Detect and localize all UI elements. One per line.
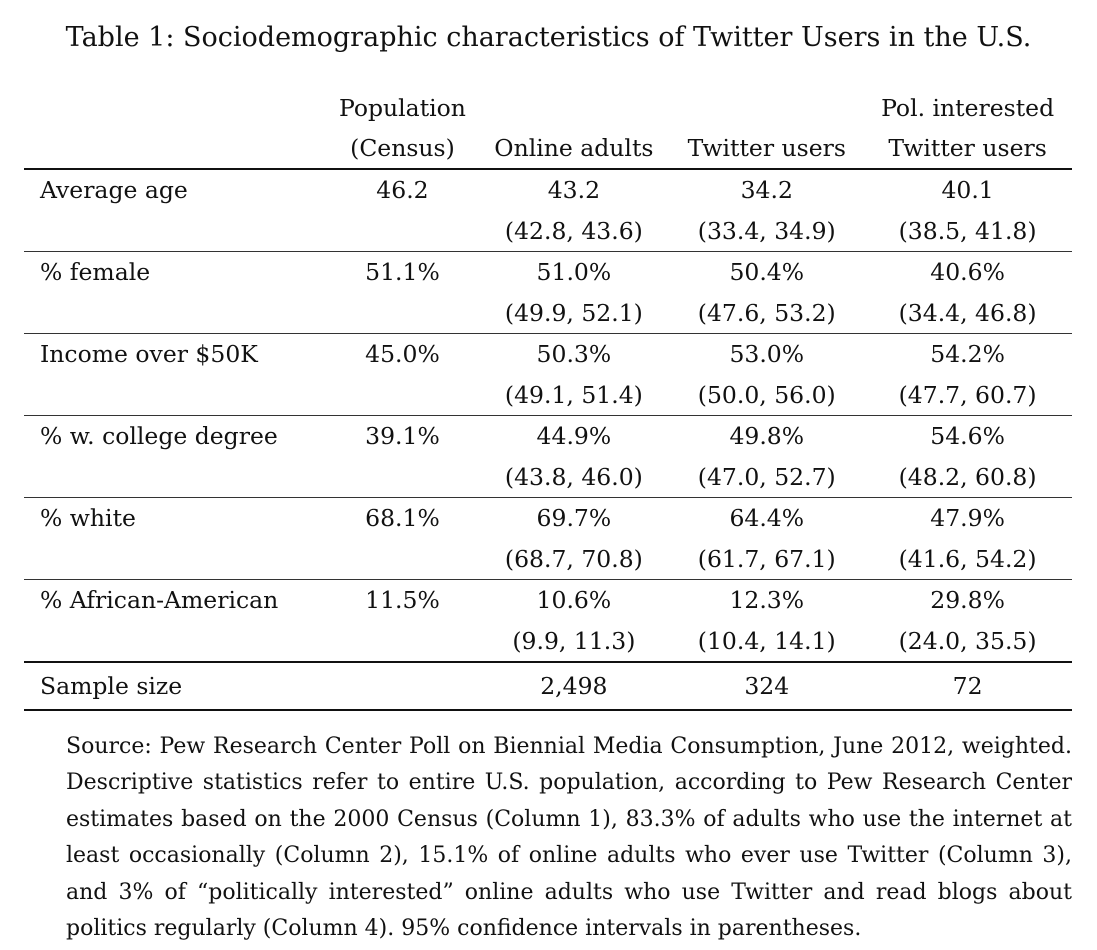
table-row-ci: (68.7, 70.8) (61.7, 67.1) (41.6, 54.2): [24, 538, 1072, 580]
online-ci: (9.9, 11.3): [477, 620, 671, 663]
online-ci: (49.1, 51.4): [477, 374, 671, 416]
table-row: % w. college degree 39.1% 44.9% 49.8% 54…: [24, 416, 1072, 457]
census-value: 46.2: [376, 176, 429, 205]
pol-ci: (47.7, 60.7): [863, 374, 1072, 416]
twitter-value: 49.8%: [729, 422, 805, 451]
row-label: % female: [40, 258, 151, 287]
header-blank: [24, 88, 328, 128]
table-row: % African-American 11.5% 10.6% 12.3% 29.…: [24, 580, 1072, 621]
row-label: % white: [40, 504, 136, 533]
header-online-line1: [477, 88, 670, 128]
header-census-line2: (Census): [327, 128, 478, 170]
pol-ci: (34.4, 46.8): [863, 292, 1072, 334]
header-online-line2: Online adults: [477, 128, 671, 170]
table-row: % white 68.1% 69.7% 64.4% 47.9%: [24, 498, 1072, 539]
table-caption: Table 1: Sociodemographic characteristic…: [65, 22, 1032, 53]
header-blank: [24, 128, 328, 170]
online-ci: (68.7, 70.8): [477, 538, 671, 580]
sample-online: 2,498: [477, 662, 671, 711]
table-row: % female 51.1% 51.0% 50.4% 40.6%: [24, 252, 1072, 293]
pol-value: 40.1: [941, 176, 994, 205]
table-row-ci: (49.1, 51.4) (50.0, 56.0) (47.7, 60.7): [24, 374, 1072, 416]
table-row-ci: (43.8, 46.0) (47.0, 52.7) (48.2, 60.8): [24, 456, 1072, 498]
table-row-ci: (9.9, 11.3) (10.4, 14.1) (24.0, 35.5): [24, 620, 1072, 663]
sample-twitter: 324: [670, 662, 864, 711]
twitter-value: 34.2: [740, 176, 793, 205]
online-value: 51.0%: [536, 258, 612, 287]
pol-ci: (38.5, 41.8): [863, 210, 1072, 252]
demographics-table: Population Pol. interested (Census) Onli…: [24, 88, 1072, 711]
pol-value: 40.6%: [930, 258, 1005, 287]
sample-census: [327, 662, 478, 711]
table-notes: Source: Pew Research Center Poll on Bien…: [66, 734, 1072, 942]
twitter-ci: (47.6, 53.2): [670, 292, 864, 334]
row-label: % African-American: [40, 586, 279, 615]
header-census-line1: Population: [338, 94, 466, 122]
twitter-ci: (47.0, 52.7): [670, 456, 864, 498]
row-label: % w. college degree: [40, 422, 278, 451]
table-row-ci: (49.9, 52.1) (47.6, 53.2) (34.4, 46.8): [24, 292, 1072, 334]
census-value: 39.1%: [365, 422, 440, 451]
pol-ci: (24.0, 35.5): [863, 620, 1072, 663]
twitter-value: 53.0%: [729, 340, 805, 369]
online-value: 43.2: [547, 176, 601, 205]
header-row-2: (Census) Online adults Twitter users Twi…: [24, 128, 1072, 170]
census-value: 68.1%: [365, 504, 440, 533]
table-row-ci: (42.8, 43.6) (33.4, 34.9) (38.5, 41.8): [24, 210, 1072, 252]
census-value: 11.5%: [365, 586, 440, 615]
header-row-1: Population Pol. interested: [24, 88, 1072, 128]
online-value: 44.9%: [536, 422, 612, 451]
online-value: 69.7%: [536, 504, 612, 533]
row-label: Average age: [40, 176, 188, 205]
twitter-ci: (61.7, 67.1): [670, 538, 864, 580]
twitter-value: 64.4%: [729, 504, 805, 533]
header-pol-line2: Twitter users: [863, 128, 1072, 170]
table-row: Income over $50K 45.0% 50.3% 53.0% 54.2%: [24, 334, 1072, 375]
pol-value: 54.6%: [930, 422, 1005, 451]
twitter-ci: (10.4, 14.1): [670, 620, 864, 663]
online-value: 10.6%: [536, 586, 612, 615]
twitter-ci: (33.4, 34.9): [670, 210, 864, 252]
online-ci: (43.8, 46.0): [477, 456, 671, 498]
online-ci: (49.9, 52.1): [477, 292, 671, 334]
table-row: Average age 46.2 43.2 34.2 40.1: [24, 169, 1072, 211]
twitter-value: 12.3%: [729, 586, 805, 615]
header-pol-line1: Pol. interested: [881, 94, 1055, 122]
row-label: Income over $50K: [40, 340, 258, 369]
online-ci: (42.8, 43.6): [477, 210, 671, 252]
pol-ci: (48.2, 60.8): [863, 456, 1072, 498]
sample-pol: 72: [863, 662, 1072, 711]
pol-ci: (41.6, 54.2): [863, 538, 1072, 580]
pol-value: 29.8%: [930, 586, 1005, 615]
pol-value: 54.2%: [930, 340, 1005, 369]
census-value: 51.1%: [365, 258, 440, 287]
header-twitter-line1: [670, 88, 863, 128]
pol-value: 47.9%: [930, 504, 1005, 533]
twitter-value: 50.4%: [729, 258, 805, 287]
twitter-ci: (50.0, 56.0): [670, 374, 864, 416]
header-twitter-line2: Twitter users: [670, 128, 864, 170]
online-value: 50.3%: [536, 340, 612, 369]
census-value: 45.0%: [365, 340, 440, 369]
sample-size-row: Sample size 2,498 324 72: [24, 662, 1072, 711]
sample-size-label: Sample size: [24, 662, 328, 711]
